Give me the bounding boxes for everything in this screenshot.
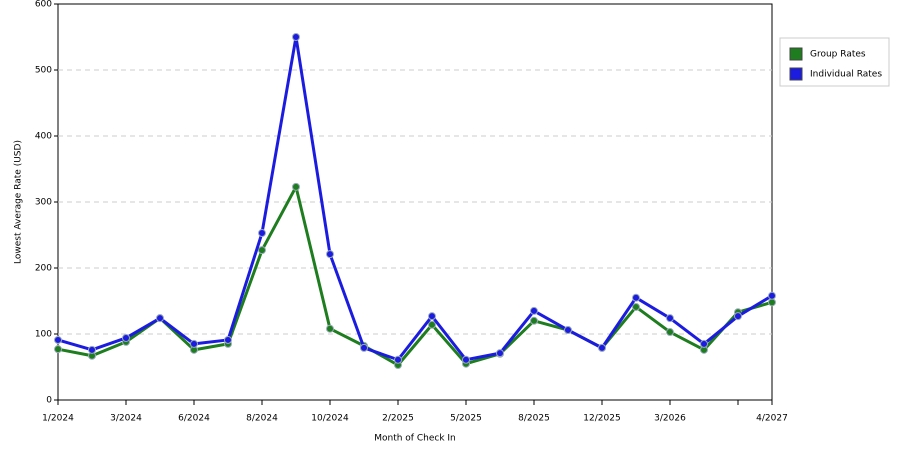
x-tick-label: 8/2024 (246, 414, 278, 424)
legend-swatch (789, 67, 803, 81)
y-tick-label: 400 (35, 132, 52, 142)
data-point (88, 345, 96, 354)
x-axis-label: Month of Check In (374, 434, 456, 444)
x-tick-label: 2/2025 (382, 414, 414, 424)
y-axis-label: Lowest Average Rate (USD) (14, 140, 24, 264)
series-line (57, 185, 773, 367)
data-point (326, 324, 334, 333)
data-point (190, 339, 198, 348)
legend-label: Group Rates (810, 50, 866, 60)
data-point (428, 320, 436, 329)
data-point (462, 355, 470, 364)
x-tick-label: 6/2024 (178, 414, 210, 424)
legend-swatch (789, 47, 803, 61)
x-tick-label: 5/2025 (450, 414, 482, 424)
y-tick-label: 500 (35, 66, 52, 76)
data-point (326, 250, 334, 259)
data-point (122, 333, 130, 342)
data-point (394, 355, 402, 364)
x-tick-label: 3/2026 (654, 414, 686, 424)
data-point (666, 328, 674, 337)
x-tick-label: 10/2024 (311, 414, 349, 424)
y-tick-label: 100 (35, 330, 52, 340)
data-point (564, 326, 572, 335)
data-point (224, 335, 232, 344)
data-point (632, 302, 640, 311)
data-point (530, 316, 538, 325)
x-tick-label: 3/2024 (110, 414, 142, 424)
data-point (700, 339, 708, 348)
y-tick-label: 0 (46, 396, 52, 406)
x-tick-label: 1/2024 (42, 414, 74, 424)
data-point (632, 293, 640, 302)
data-point (54, 335, 62, 344)
data-point (258, 229, 266, 238)
data-point (496, 349, 504, 358)
data-point (530, 306, 538, 315)
data-point (258, 246, 266, 255)
y-tick-label: 300 (35, 198, 52, 208)
legend-label: Individual Rates (810, 70, 882, 80)
data-point (734, 312, 742, 321)
series-line (57, 35, 773, 362)
data-point (156, 314, 164, 323)
data-point (292, 33, 300, 41)
y-tick-label: 200 (35, 264, 52, 274)
data-point (292, 182, 300, 191)
data-point (768, 291, 776, 300)
data-point (598, 343, 606, 352)
x-tick-label: 12/2025 (583, 414, 620, 424)
x-tick-label: 4/2027 (756, 414, 788, 424)
data-point (428, 312, 436, 321)
data-point (666, 314, 674, 323)
y-tick-label: 600 (35, 0, 52, 10)
data-point (768, 298, 776, 307)
x-tick-label: 8/2025 (518, 414, 550, 424)
data-point (360, 343, 368, 352)
data-point (54, 345, 62, 354)
